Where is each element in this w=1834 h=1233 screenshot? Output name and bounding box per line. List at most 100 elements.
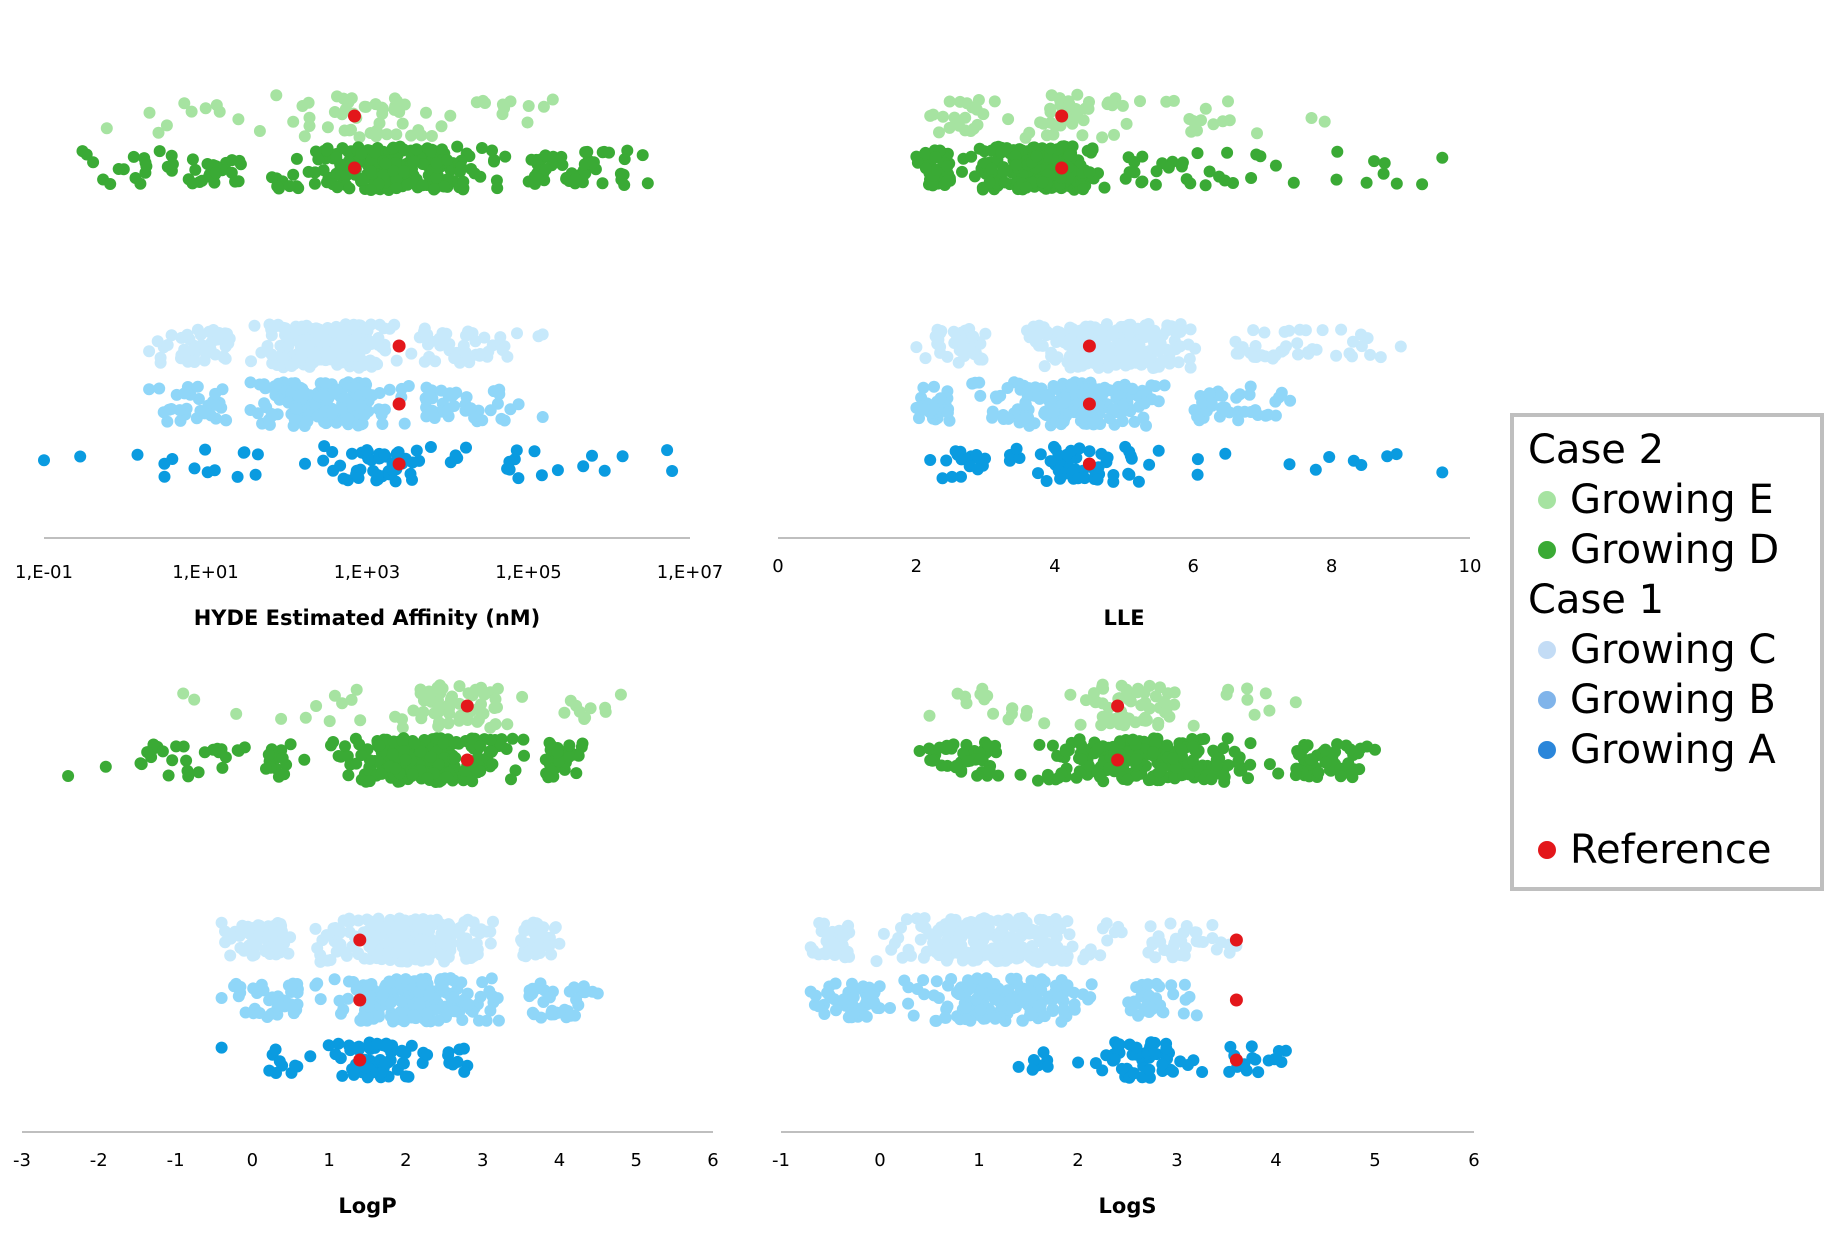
legend-item-growing-e: Growing E xyxy=(1528,475,1806,525)
data-point xyxy=(266,171,278,184)
data-point xyxy=(271,180,284,193)
data-point xyxy=(175,331,188,344)
data-point xyxy=(1115,320,1128,333)
series-growing-c xyxy=(910,318,1407,374)
data-point xyxy=(1145,1036,1158,1049)
data-point xyxy=(303,111,316,124)
data-point xyxy=(877,927,890,940)
data-point xyxy=(143,106,156,119)
data-point xyxy=(374,1067,387,1080)
data-point xyxy=(1033,738,1046,751)
data-point xyxy=(489,693,502,706)
data-point xyxy=(1249,340,1262,352)
data-point xyxy=(399,753,412,766)
data-point xyxy=(373,1010,385,1023)
data-point xyxy=(1250,148,1263,161)
data-point xyxy=(1368,155,1381,168)
reference-point-growing-c xyxy=(1229,933,1243,947)
data-point xyxy=(442,918,455,931)
x-tick-label: -3 xyxy=(13,1150,31,1171)
data-point xyxy=(342,769,355,782)
data-point xyxy=(822,927,835,940)
data-point xyxy=(448,352,461,365)
data-point xyxy=(251,407,264,420)
data-point xyxy=(501,718,514,731)
data-point xyxy=(1046,739,1059,752)
data-point xyxy=(248,319,261,332)
data-point xyxy=(361,979,374,992)
data-point xyxy=(399,1070,412,1083)
data-point xyxy=(1206,932,1219,945)
data-point xyxy=(1233,388,1246,401)
data-point xyxy=(455,920,468,933)
data-point xyxy=(1186,754,1199,767)
data-point xyxy=(949,445,962,458)
data-point xyxy=(160,119,173,132)
data-point xyxy=(1263,758,1276,771)
data-point xyxy=(1079,948,1092,961)
data-point xyxy=(842,1011,855,1024)
data-point xyxy=(1149,178,1162,191)
data-point xyxy=(570,767,583,780)
legend-label-growing-d: Growing D xyxy=(1570,527,1780,573)
data-point xyxy=(129,172,142,184)
data-point xyxy=(141,746,154,759)
reference-point-growing-c xyxy=(392,339,406,353)
data-point xyxy=(1213,170,1226,183)
data-point xyxy=(512,472,525,485)
data-point xyxy=(962,974,974,987)
data-point xyxy=(459,346,472,359)
data-point xyxy=(940,943,953,956)
data-point xyxy=(248,948,261,961)
reference-point-growing-a xyxy=(1082,457,1096,471)
data-point xyxy=(1122,693,1135,706)
data-point xyxy=(973,376,986,389)
data-point xyxy=(250,939,263,952)
data-point xyxy=(474,765,487,778)
data-point xyxy=(1353,763,1366,776)
data-point xyxy=(941,1000,954,1013)
x-tick-label: 5 xyxy=(1369,1150,1380,1171)
data-point xyxy=(353,131,366,144)
data-point xyxy=(1094,770,1106,783)
data-point xyxy=(528,445,541,458)
legend-dot-growing-a xyxy=(1538,741,1556,759)
data-point xyxy=(416,158,429,170)
data-point xyxy=(1073,733,1086,746)
data-point xyxy=(201,158,214,170)
data-point xyxy=(440,771,453,784)
data-point xyxy=(447,991,460,1004)
legend-case1-heading: Case 1 xyxy=(1528,577,1665,623)
data-point xyxy=(451,140,464,153)
data-point xyxy=(1107,403,1120,416)
data-point xyxy=(1054,472,1067,485)
data-point xyxy=(546,93,559,106)
data-point xyxy=(376,989,389,1002)
series-growing-a xyxy=(1012,1036,1292,1084)
data-point xyxy=(258,397,271,410)
data-point xyxy=(340,340,353,353)
data-point xyxy=(569,173,582,186)
data-point xyxy=(229,175,242,188)
data-point xyxy=(317,454,330,467)
data-point xyxy=(1232,414,1245,427)
x-tick-label: 4 xyxy=(1049,556,1060,577)
data-point xyxy=(1160,95,1173,108)
data-point xyxy=(277,352,290,365)
reference-point-growing-d xyxy=(348,161,361,175)
data-point xyxy=(1319,756,1332,769)
data-point xyxy=(551,464,564,477)
data-point xyxy=(1002,412,1015,425)
data-point xyxy=(419,922,432,935)
data-point xyxy=(383,383,396,396)
data-point xyxy=(370,130,383,143)
data-point xyxy=(156,745,169,758)
data-point xyxy=(498,102,511,115)
data-point xyxy=(269,1043,282,1056)
data-point xyxy=(517,733,530,746)
x-tick-label: 8 xyxy=(1326,556,1337,577)
data-point xyxy=(335,1007,347,1020)
data-point xyxy=(74,450,87,463)
data-point xyxy=(431,681,444,694)
data-point xyxy=(194,328,207,341)
